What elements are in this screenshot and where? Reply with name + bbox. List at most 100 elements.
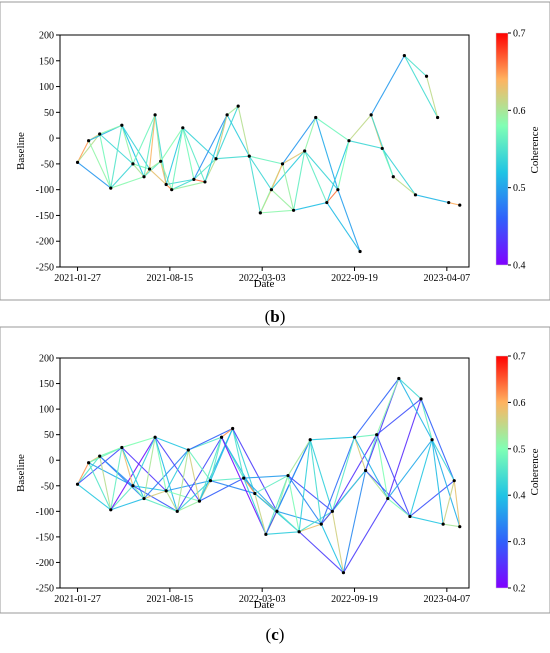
panel-c: 200 150 100 50 0 -50 -100 -150 -200 -250 2021-01-… [15,352,541,612]
x-tick-label: 2023-04-07 [424,273,471,284]
interferogram-edge [354,434,377,438]
panel-c-caption-letter: c [271,625,279,644]
y-tick-label: -50 [41,159,54,170]
acquisition-point [164,182,168,187]
acquisition-point [402,54,406,58]
panel-b: 200 150 100 50 0 -50 -100 -150 -200 -250 2021-01-… [15,29,541,291]
interferogram-edge [143,437,156,499]
y-tick-label: 150 [39,379,54,390]
interferogram-edge [409,480,455,517]
interferogram-edge [387,498,411,517]
interferogram-edge [121,447,145,499]
interferogram-edge [248,155,272,190]
panel-b-x-axis: 2021-01-27 2021-08-15 2022-03-03 2022-09-19… [54,267,470,284]
colorbar-tick-label: 0.7 [513,29,526,40]
panel-c-nodes [75,376,462,575]
acquisition-point [153,435,157,439]
panel-c-x-axis: 2021-01-27 2021-08-15 2022-03-03 2022-09-19… [54,588,470,605]
interferogram-edge [149,114,156,170]
interferogram-edge [221,428,233,438]
interferogram-edge [381,148,394,177]
interferogram-edge [243,477,278,512]
acquisition-point [170,188,174,192]
panel-c-caption: (c) [266,625,285,644]
x-tick-label: 2022-09-19 [331,594,378,605]
interferogram-edge [409,439,433,517]
interferogram-edge [376,434,389,499]
panel-c-colorbar [495,355,509,589]
interferogram-edge [431,439,455,481]
acquisition-point [347,139,351,143]
interferogram-edge [166,490,200,502]
interferogram-edge [176,449,189,512]
acquisition-point [75,160,80,164]
panel-b-frame [0,1,550,301]
interferogram-edge [298,523,322,533]
interferogram-edge [99,124,123,135]
interferogram-edge [348,140,383,149]
y-tick-label: 100 [39,82,54,93]
interferogram-edge [176,436,223,512]
interferogram-edge [326,202,361,252]
acquisition-point [386,496,390,501]
interferogram-edge [165,449,189,492]
interferogram-edge [215,105,239,159]
interferogram-edge [337,189,361,252]
acquisition-point [352,435,357,439]
interferogram-edge [198,437,223,502]
interferogram-edge [209,428,234,481]
panel-c-y-axis: 200 150 100 50 0 -50 -100 -150 -200 -250 [36,354,60,595]
interferogram-edge [387,398,422,499]
panel-b-colorbar-label: Coherence [529,126,541,173]
interferogram-edge [370,55,405,116]
interferogram-edge [149,160,161,170]
acquisition-point [303,149,307,153]
interferogram-edge [143,498,178,512]
interferogram-edge [403,55,439,118]
interferogram-edge [443,523,460,528]
acquisition-point [447,200,451,205]
interferogram-edge [226,114,250,157]
acquisition-point [280,162,285,166]
interferogram-edge [77,133,101,163]
acquisition-point [219,435,224,439]
panel-b-y-label: Baseline [15,132,27,170]
acquisition-point [452,479,456,483]
interferogram-edge [77,455,101,485]
interferogram-edge [243,475,289,479]
interferogram-edge [209,437,223,481]
interferogram-edge [287,475,333,512]
acquisition-point [325,200,329,205]
colorbar-tick-label: 0.3 [513,537,526,548]
interferogram-edge [77,447,123,485]
acquisition-point [319,522,323,526]
acquisition-point [236,104,240,108]
interferogram-edge [132,163,150,170]
acquisition-point [286,473,290,478]
interferogram-edge [331,434,378,512]
interferogram-edge [182,127,206,183]
acquisition-point [380,146,384,151]
interferogram-edge [260,209,294,214]
acquisition-point [458,203,462,207]
y-tick-label: -150 [36,532,54,543]
interferogram-edge [448,202,460,206]
x-tick-label: 2022-09-19 [331,273,378,284]
interferogram-edge [132,485,178,512]
interferogram-edge [237,106,250,157]
y-tick-label: -200 [36,237,54,248]
interferogram-edge [320,523,344,573]
y-tick-label: -50 [41,481,54,492]
acquisition-point [408,514,412,519]
x-tick-label: 2021-08-15 [147,594,194,605]
interferogram-edge [243,477,267,535]
interferogram-edge [160,161,173,190]
x-tick-label: 2023-04-07 [424,594,471,605]
interferogram-edge [193,114,228,180]
y-tick-label: 150 [39,56,54,67]
interferogram-edge [99,133,134,165]
interferogram-edge [121,125,134,165]
panel-c-y-label: Baseline [15,454,27,492]
interferogram-edge [187,449,200,502]
acquisition-point [308,438,312,442]
